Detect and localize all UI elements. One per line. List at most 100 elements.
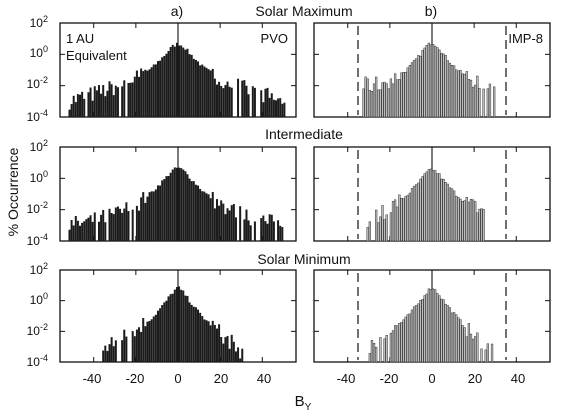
ytick-label: 10-4 <box>27 232 48 248</box>
histogram-bar <box>260 90 263 117</box>
histogram-bar <box>266 87 269 117</box>
histogram-bar <box>156 185 159 241</box>
histogram-bar <box>163 302 166 362</box>
histogram-bar <box>156 310 159 362</box>
histogram-bar <box>184 295 187 362</box>
histogram-bar <box>400 198 403 242</box>
histogram-bar <box>440 178 443 242</box>
histogram-bar <box>209 70 212 117</box>
histogram-bar <box>152 316 155 362</box>
histogram-bar <box>213 208 216 241</box>
histogram-bar <box>199 188 202 241</box>
histogram-bar <box>186 174 189 241</box>
histogram-bar <box>434 289 437 363</box>
histogram-bar <box>232 341 235 362</box>
histogram-bar <box>448 62 452 118</box>
histogram-bar <box>239 358 242 362</box>
histogram-bar <box>114 340 117 362</box>
histogram-bar <box>74 215 77 241</box>
histogram-bar <box>408 192 412 242</box>
histogram-bar <box>148 320 151 362</box>
histogram-bar <box>268 214 271 241</box>
histogram-bar <box>197 61 200 117</box>
histogram-bar <box>385 335 388 363</box>
histogram-bar <box>476 332 479 363</box>
histogram-bar <box>83 98 86 117</box>
histogram-bar <box>417 303 420 363</box>
histogram-bar <box>444 55 447 118</box>
histogram-bar <box>442 299 445 363</box>
histogram-bars <box>68 42 286 118</box>
histogram-bar <box>249 225 252 241</box>
histogram-bars <box>362 42 496 118</box>
histogram-bar <box>173 46 176 118</box>
histogram-bars <box>368 288 494 363</box>
histogram-bar <box>171 44 174 118</box>
histogram-bar <box>194 307 197 362</box>
histogram-bar <box>154 64 157 117</box>
histogram-bar <box>184 49 187 117</box>
histogram-bar <box>91 221 94 241</box>
histogram-bar <box>95 90 98 117</box>
histogram-bar <box>144 326 147 362</box>
histogram-bar <box>488 83 492 118</box>
histogram-bar <box>175 287 178 362</box>
histogram-bar <box>123 208 126 241</box>
xtick-label: 40 <box>257 371 271 386</box>
histogram-bar <box>377 89 380 118</box>
histogram-bar <box>457 70 460 118</box>
histogram-bar <box>283 102 286 117</box>
histogram-bar <box>165 176 168 241</box>
histogram-bar <box>366 227 369 242</box>
row-solar-maximum: a) Solar Maximum b) 1 AU Equivalent PVO … <box>27 3 551 124</box>
histogram-bar <box>455 69 458 118</box>
histogram-bar <box>108 208 111 241</box>
histogram-bar <box>419 299 422 363</box>
y-axis-title: % Occurrence <box>5 147 21 236</box>
histogram-bar <box>423 295 426 363</box>
ytick-label: 100 <box>30 44 48 60</box>
histogram-bar <box>140 331 143 362</box>
panel-b-label: b) <box>425 3 437 19</box>
histogram-bar <box>444 182 447 242</box>
histogram-bar <box>389 212 393 242</box>
histogram-bar <box>274 100 277 117</box>
histogram-bar <box>471 199 475 242</box>
row-solar-minimum: Solar Minimum 102 100 10-2 10-4 -40 -20 … <box>27 251 551 386</box>
histogram-bars <box>68 167 284 241</box>
histogram-bar <box>102 350 105 362</box>
histogram-bar <box>161 180 164 241</box>
xtick-label: 0 <box>174 371 181 386</box>
histogram-bar <box>459 69 462 118</box>
histogram-bar <box>125 336 128 362</box>
histogram-bar <box>144 202 147 241</box>
histogram-bar <box>76 220 79 241</box>
histogram-bar <box>81 222 84 241</box>
histogram-bar <box>243 80 246 117</box>
histogram-bar <box>375 347 378 363</box>
histogram-bar <box>167 175 170 241</box>
histogram-bar <box>379 89 382 118</box>
histogram-bar <box>89 87 92 117</box>
histogram-bar <box>154 314 157 362</box>
histogram-bar <box>102 209 105 241</box>
histogram-bar <box>425 171 428 242</box>
histogram-bar <box>178 45 181 118</box>
histogram-bar <box>201 64 204 117</box>
histogram-bar <box>406 67 409 118</box>
histogram-bar <box>412 59 416 118</box>
histogram-bar <box>146 70 149 117</box>
histogram-bar <box>190 54 193 117</box>
histogram-bar <box>74 102 77 117</box>
histogram-bar <box>270 93 273 117</box>
histogram-bar <box>474 201 477 242</box>
histogram-bar <box>76 94 79 117</box>
histogram-bar <box>87 92 90 117</box>
histogram-bar <box>220 200 223 241</box>
histogram-bar <box>85 219 88 241</box>
histogram-bar <box>93 212 96 241</box>
histogram-bar <box>222 203 225 241</box>
histogram-bar <box>457 197 460 242</box>
histogram-bar <box>163 179 166 241</box>
